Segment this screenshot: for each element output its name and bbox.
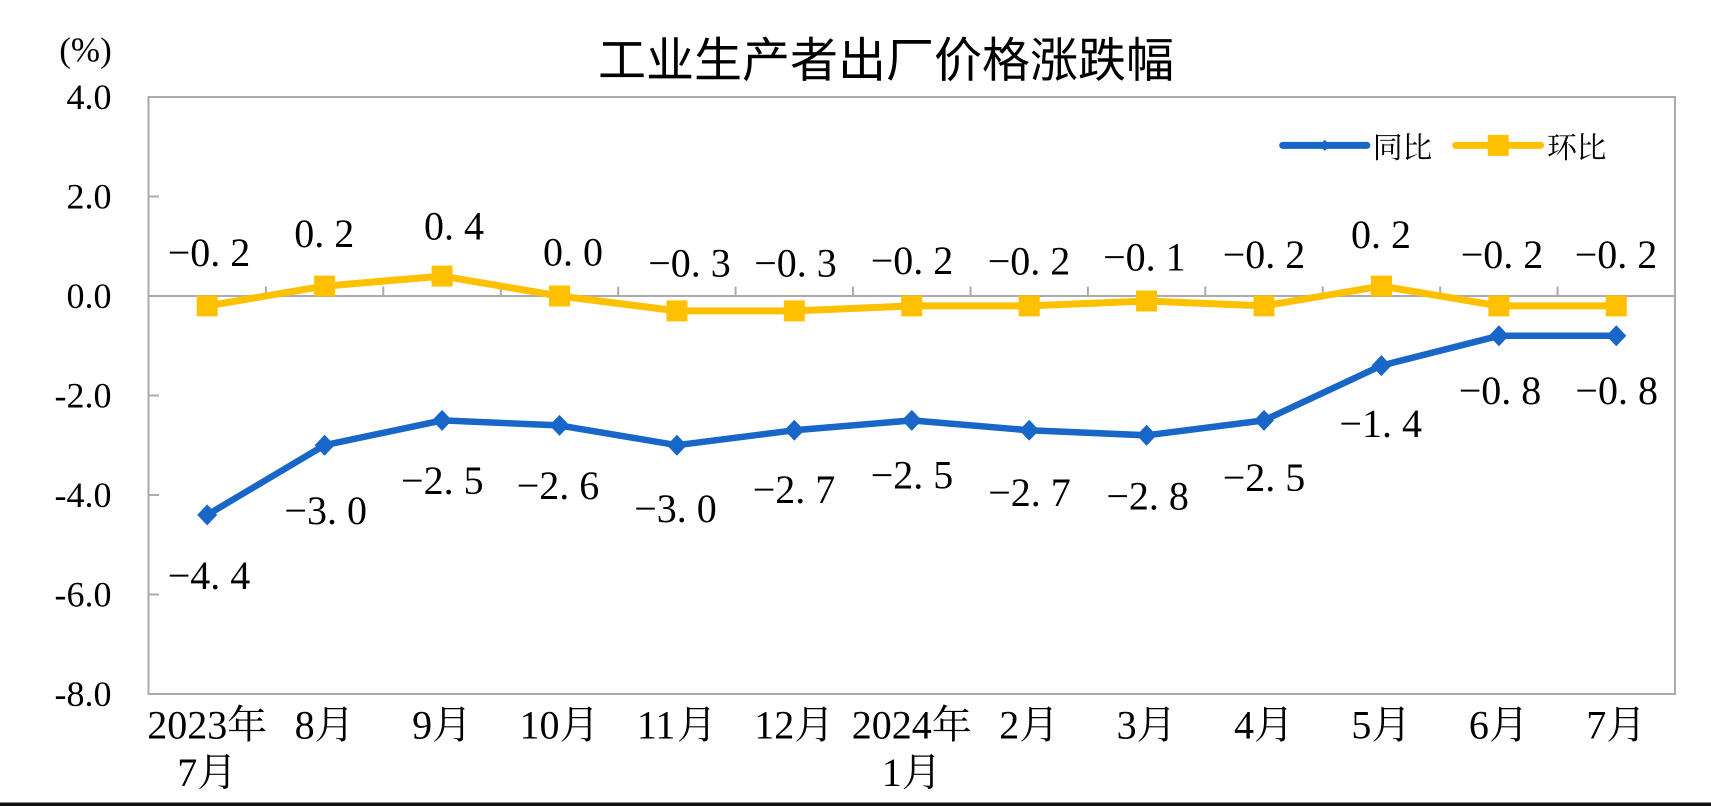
svg-text:−4. 4: −4. 4 [168, 553, 251, 598]
svg-text:5: 5 [1351, 703, 1371, 748]
svg-text:3: 3 [1117, 703, 1137, 748]
svg-text:−0. 2: −0. 2 [1575, 232, 1658, 277]
svg-text:−2. 6: −2. 6 [517, 463, 600, 508]
svg-text:4: 4 [1234, 703, 1254, 748]
svg-text:−2. 5: −2. 5 [871, 453, 954, 498]
svg-text:−2. 5: −2. 5 [401, 458, 484, 503]
svg-text:−2. 8: −2. 8 [1106, 474, 1189, 519]
svg-text:2.0: 2.0 [67, 177, 112, 217]
svg-text:−0. 2: −0. 2 [168, 230, 251, 275]
svg-text:0.0: 0.0 [67, 276, 112, 316]
svg-text:9: 9 [412, 703, 432, 748]
svg-text:−0. 2: −0. 2 [988, 239, 1071, 284]
svg-text:10: 10 [520, 703, 560, 748]
svg-text:7: 7 [1586, 703, 1606, 748]
svg-text:2024: 2024 [852, 703, 932, 748]
svg-text:−0. 3: −0. 3 [754, 241, 837, 286]
svg-text:0. 4: 0. 4 [424, 204, 484, 249]
svg-text:-8.0: -8.0 [55, 674, 112, 714]
svg-text:2: 2 [999, 703, 1019, 748]
svg-text:−0. 1: −0. 1 [1103, 235, 1186, 280]
svg-text:12: 12 [754, 703, 794, 748]
svg-text:(%): (%) [59, 31, 111, 70]
svg-text:−0. 3: −0. 3 [648, 241, 731, 286]
svg-text:−3. 0: −3. 0 [634, 486, 717, 531]
svg-text:-2.0: -2.0 [55, 376, 112, 416]
svg-text:1: 1 [882, 750, 902, 795]
svg-text:0. 0: 0. 0 [543, 230, 603, 275]
svg-text:2023: 2023 [147, 703, 227, 748]
svg-text:0. 2: 0. 2 [294, 211, 354, 256]
svg-text:4.0: 4.0 [67, 77, 112, 117]
svg-text:−3. 0: −3. 0 [284, 488, 367, 533]
svg-text:6: 6 [1469, 703, 1489, 748]
svg-text:0. 2: 0. 2 [1351, 212, 1411, 257]
svg-text:11: 11 [637, 703, 676, 748]
svg-text:-6.0: -6.0 [55, 575, 112, 615]
svg-text:−2. 5: −2. 5 [1223, 455, 1306, 500]
svg-text:−2. 7: −2. 7 [753, 467, 836, 512]
svg-text:-4.0: -4.0 [55, 475, 112, 515]
svg-text:−0. 8: −0. 8 [1459, 368, 1542, 413]
svg-text:−0. 2: −0. 2 [871, 238, 954, 283]
svg-text:−2. 7: −2. 7 [988, 470, 1071, 515]
svg-text:7: 7 [177, 750, 197, 795]
svg-text:−0. 2: −0. 2 [1223, 232, 1306, 277]
svg-text:−1. 4: −1. 4 [1339, 401, 1422, 446]
svg-text:−0. 2: −0. 2 [1461, 232, 1544, 277]
svg-text:−0. 8: −0. 8 [1575, 368, 1658, 413]
svg-text:8: 8 [295, 703, 315, 748]
